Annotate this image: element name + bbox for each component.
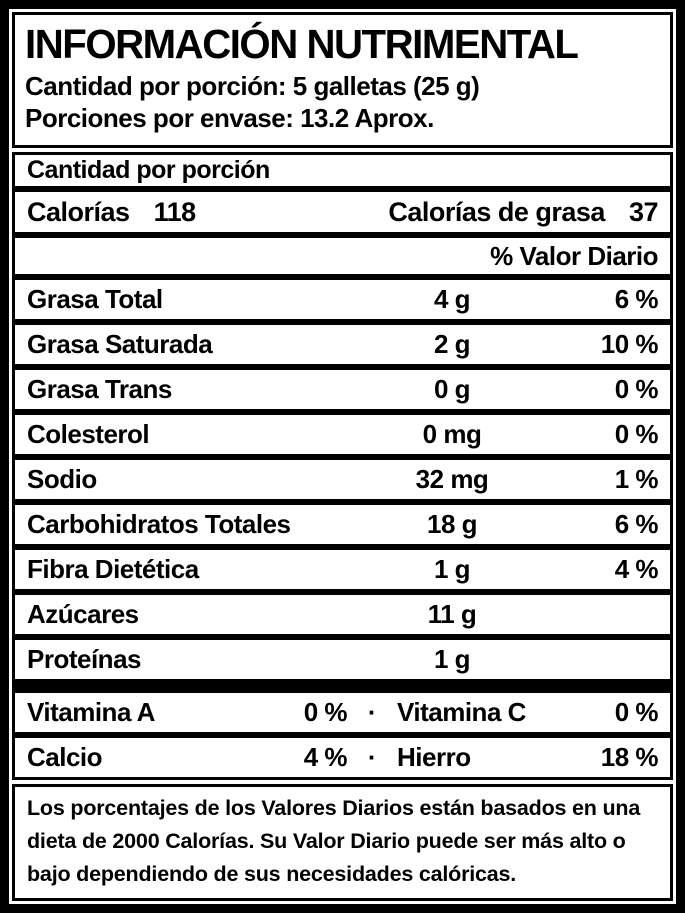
nutrient-row-sugars: Azúcares 11 g (12, 592, 673, 637)
daily-value-header-label: % Valor Diario (490, 240, 658, 271)
serving-size-line: Cantidad por porción: 5 galletas (25 g) (25, 71, 480, 102)
footnote-text: Los porcentajes de los Valores Diarios e… (27, 796, 641, 886)
mineral-percent: 4 % (303, 742, 348, 772)
nutrient-row-total-fat: Grasa Total 4 g 6 % (12, 277, 673, 322)
nutrient-row-sodium: Sodio 32 mg 1 % (12, 457, 673, 502)
nutrient-daily-value: 0 % (614, 419, 659, 449)
nutrient-daily-value: 1 % (614, 464, 659, 494)
nutrient-row-cholesterol: Colesterol 0 mg 0 % (12, 412, 673, 457)
calories-from-fat-value: 37 (628, 196, 659, 227)
amount-per-serving-header: Cantidad por porción (12, 152, 673, 189)
nutrient-daily-value: 6 % (614, 509, 659, 539)
nutrient-name: Sodio (27, 464, 97, 494)
nutrient-amount: 1 g (433, 554, 471, 584)
calories-value: 118 (153, 196, 197, 227)
label-title: INFORMACIÓN NUTRIMENTAL (25, 21, 579, 67)
daily-value-header-row: % Valor Diario (12, 235, 673, 277)
calories-row: Calorías 118 Calorías de grasa 37 (12, 189, 673, 235)
label-header-section: INFORMACIÓN NUTRIMENTAL Cantidad por por… (12, 12, 673, 148)
divider-thick-bar (12, 682, 673, 690)
amount-per-serving-label: Cantidad por porción (27, 156, 270, 184)
nutrient-row-protein: Proteínas 1 g (12, 637, 673, 682)
footnote-section: Los porcentajes de los Valores Diarios e… (12, 784, 673, 901)
dot-separator: · (367, 697, 377, 727)
nutrient-name: Grasa Saturada (27, 329, 213, 359)
vitamin-row-calcium-iron: Calcio 4 % · Hierro 18 % (12, 735, 673, 780)
dot-separator: · (367, 742, 377, 772)
nutrient-daily-value: 4 % (614, 554, 659, 584)
nutrient-name: Proteínas (27, 644, 142, 674)
nutrient-amount: 11 g (427, 599, 477, 629)
vitamin-name: Vitamina C (397, 697, 526, 727)
mineral-name: Hierro (397, 742, 471, 772)
vitamin-name: Vitamina A (27, 697, 155, 727)
calories-pair: Calorías 118 (27, 197, 196, 228)
nutrient-name: Colesterol (27, 419, 150, 449)
nutrient-name: Grasa Trans (27, 374, 172, 404)
calories-from-fat-label: Calorías de grasa (388, 196, 605, 227)
nutrient-amount: 0 g (433, 374, 471, 404)
nutrient-daily-value: 6 % (614, 284, 659, 314)
nutrient-name: Carbohidratos Totales (27, 509, 291, 539)
nutrient-row-saturated-fat: Grasa Saturada 2 g 10 % (12, 322, 673, 367)
nutrient-amount: 2 g (433, 329, 471, 359)
nutrient-name: Azúcares (27, 599, 139, 629)
nutrient-amount: 18 g (426, 509, 478, 539)
nutrient-amount: 4 g (433, 284, 471, 314)
nutrient-daily-value: 10 % (600, 329, 659, 359)
mineral-name: Calcio (27, 742, 103, 772)
nutrient-amount: 32 mg (415, 464, 489, 494)
vitamin-percent: 0 % (614, 697, 659, 727)
nutrient-row-trans-fat: Grasa Trans 0 g 0 % (12, 367, 673, 412)
nutrient-name: Grasa Total (27, 284, 163, 314)
nutrient-amount: 0 mg (422, 419, 482, 449)
calories-from-fat-pair: Calorías de grasa 37 (388, 197, 658, 228)
mineral-percent: 18 % (600, 742, 659, 772)
servings-per-container-line: Porciones por envase: 13.2 Aprox. (25, 103, 434, 134)
vitamin-percent: 0 % (303, 697, 348, 727)
nutrient-row-dietary-fiber: Fibra Dietética 1 g 4 % (12, 547, 673, 592)
vitamin-row-a-c: Vitamina A 0 % · Vitamina C 0 % (12, 690, 673, 735)
nutrient-row-total-carbohydrate: Carbohidratos Totales 18 g 6 % (12, 502, 673, 547)
calories-label: Calorías (27, 196, 130, 227)
nutrient-amount: 1 g (433, 644, 471, 674)
nutrient-name: Fibra Dietética (27, 554, 199, 584)
nutrient-daily-value: 0 % (614, 374, 659, 404)
